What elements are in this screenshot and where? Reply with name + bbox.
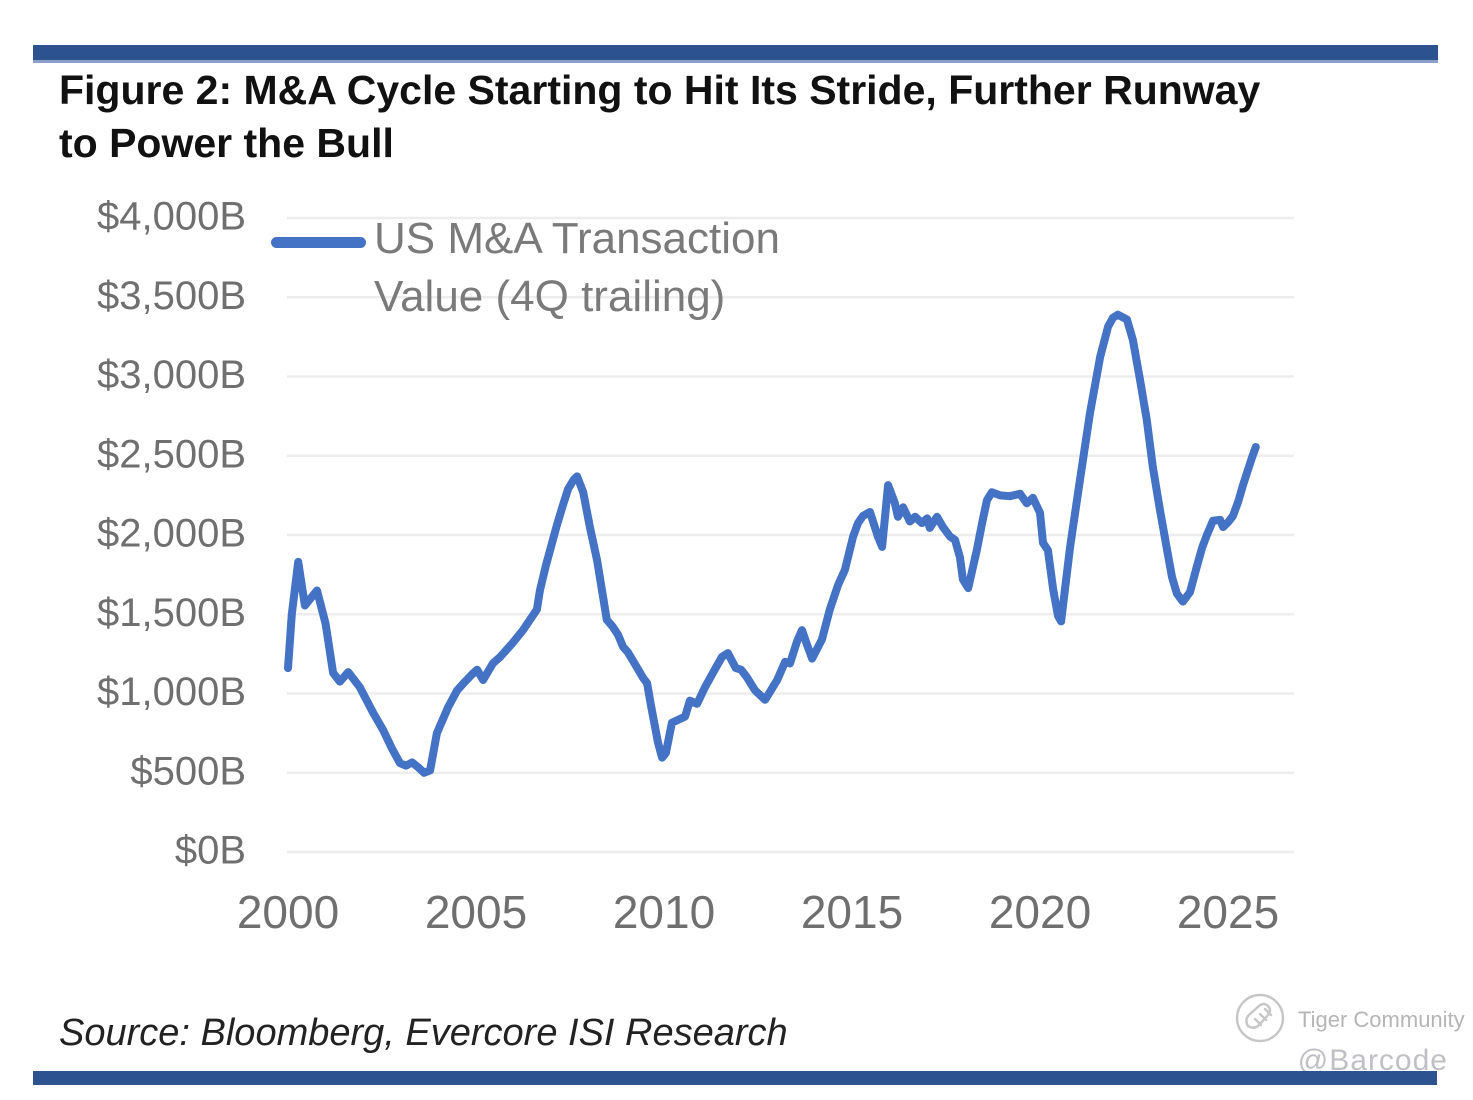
source-note: Source: Bloomberg, Evercore ISI Research bbox=[59, 1012, 788, 1054]
chart-legend: US M&A Transaction Value (4Q trailing) bbox=[271, 210, 780, 326]
top-divider-bar bbox=[33, 45, 1438, 63]
y-axis-tick-label: $2,000B bbox=[97, 512, 246, 556]
figure-title-line1: Figure 2: M&A Cycle Starting to Hit Its … bbox=[59, 67, 1261, 113]
x-axis-tick-label: 2025 bbox=[1177, 886, 1279, 938]
watermark-community-text: Tiger Community bbox=[1298, 1007, 1465, 1032]
y-axis-tick-label: $3,500B bbox=[97, 274, 246, 318]
x-axis-tick-label: 2005 bbox=[425, 886, 527, 938]
legend-label-line2: Value (4Q trailing) bbox=[374, 272, 726, 321]
x-axis-tick-label: 2015 bbox=[801, 886, 903, 938]
legend-line-swatch bbox=[271, 237, 366, 248]
tiger-community-logo-icon bbox=[1235, 993, 1285, 1043]
x-axis-tick-label: 2020 bbox=[989, 886, 1091, 938]
figure-title: Figure 2: M&A Cycle Starting to Hit Its … bbox=[59, 64, 1419, 170]
y-axis-tick-label: $4,000B bbox=[97, 195, 246, 239]
bottom-divider-bar bbox=[33, 1071, 1437, 1085]
y-axis-tick-label: $1,500B bbox=[97, 591, 246, 635]
y-axis-tick-label: $3,000B bbox=[97, 353, 246, 397]
legend-label: US M&A Transaction Value (4Q trailing) bbox=[374, 210, 780, 326]
y-axis-tick-label: $1,000B bbox=[97, 670, 246, 714]
legend-label-line1: US M&A Transaction bbox=[374, 214, 780, 263]
y-axis-tick-label: $2,500B bbox=[97, 432, 246, 476]
x-axis-tick-label: 2010 bbox=[613, 886, 715, 938]
series-line-us-ma-transaction-value bbox=[284, 310, 1260, 777]
y-axis-tick-label: $500B bbox=[130, 749, 246, 793]
x-axis-tick-label: 2000 bbox=[237, 886, 339, 938]
figure-title-line2: to Power the Bull bbox=[59, 120, 394, 166]
y-axis-tick-label: $0B bbox=[175, 829, 246, 873]
